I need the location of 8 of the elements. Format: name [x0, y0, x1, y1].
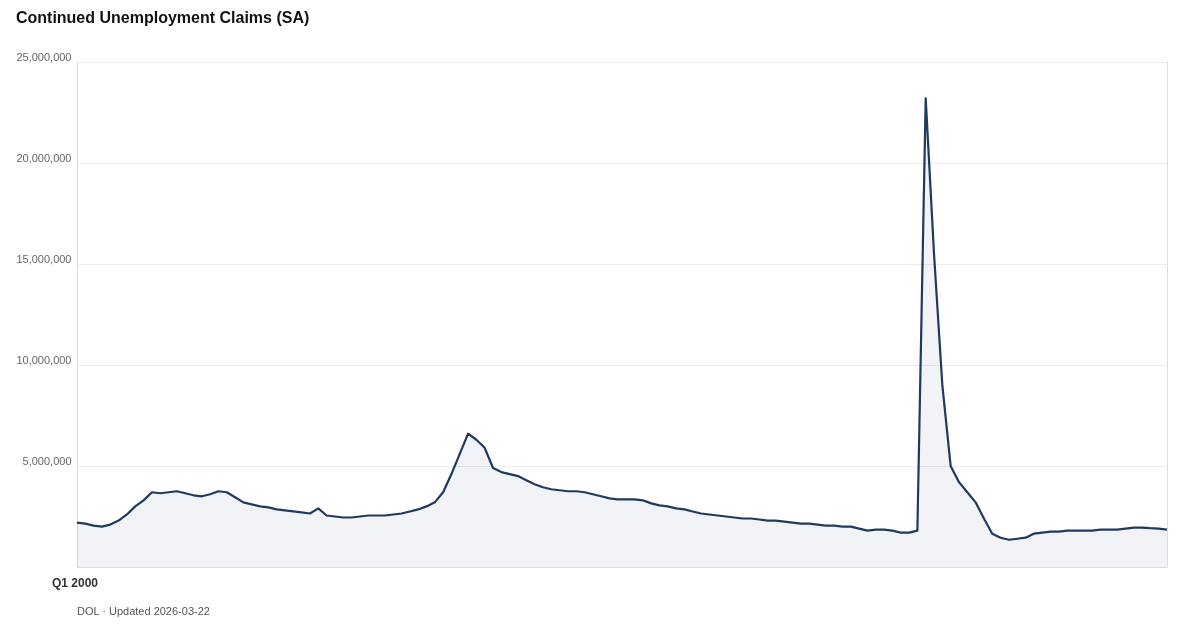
chart-title: Continued Unemployment Claims (SA): [15, 9, 310, 26]
y-tick-label: 10,000,000: [16, 353, 72, 366]
y-tick-label: 20,000,000: [16, 151, 72, 164]
text: DOL · Updated 2026-03-22: [77, 605, 210, 617]
y-tick-label: 5,000,000: [22, 454, 72, 467]
y-tick-label: 15,000,000: [16, 252, 72, 265]
y-tick-label: 25,000,000: [16, 50, 72, 63]
text: Q1 2000: [52, 576, 99, 590]
